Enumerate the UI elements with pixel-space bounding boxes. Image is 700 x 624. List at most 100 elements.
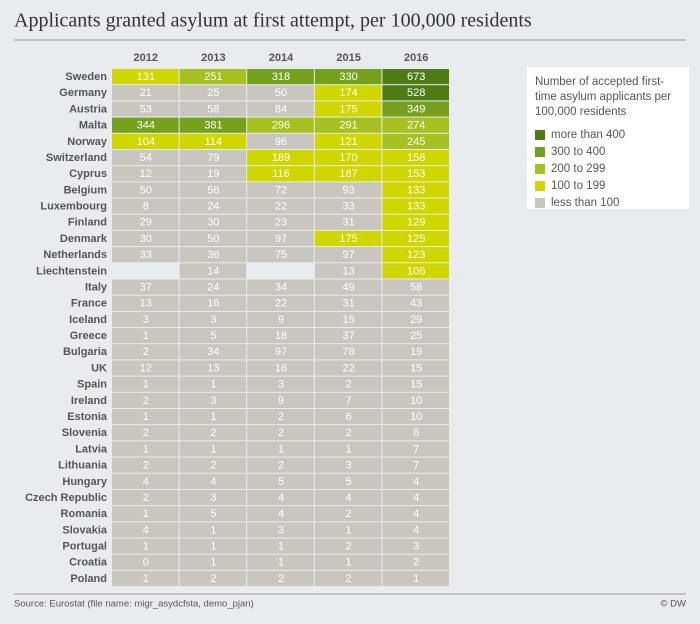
cell [314, 408, 382, 425]
cell-label: 2 [278, 460, 284, 472]
cell [112, 69, 179, 85]
cell [382, 570, 449, 587]
cell-label: 3 [210, 492, 216, 504]
cell-label: 133 [407, 201, 425, 213]
cell-label: 3 [143, 314, 149, 326]
cell [247, 522, 314, 538]
cell [382, 182, 449, 198]
cell-label: 5 [210, 330, 216, 342]
cell [314, 570, 382, 587]
cell [112, 457, 179, 473]
cell [314, 328, 382, 344]
cell [179, 149, 247, 166]
cell [179, 117, 247, 133]
cell [247, 457, 314, 473]
cell [314, 101, 382, 117]
cell [112, 230, 179, 247]
cell [179, 344, 247, 360]
cell [247, 214, 314, 230]
cell-label: 30 [140, 233, 152, 245]
cell-label: 5 [346, 476, 352, 488]
cell [314, 538, 382, 554]
cell [382, 149, 449, 166]
cell [179, 101, 247, 117]
cell [179, 85, 247, 101]
cell-label: 33 [342, 201, 354, 213]
cell [382, 85, 449, 101]
row-label: Switzerland [46, 152, 107, 164]
cell-label: 153 [407, 168, 425, 180]
cell [382, 506, 449, 522]
cell [247, 133, 314, 149]
legend-label: 300 to 400 [551, 145, 606, 158]
cell-label: 1 [346, 524, 352, 536]
cell-label: 251 [204, 71, 222, 83]
cell-label: 318 [272, 71, 290, 83]
cell-label: 2 [143, 460, 149, 472]
cell-label: 274 [407, 120, 425, 132]
cell [179, 279, 247, 295]
row-label: Czech Republic [25, 492, 107, 504]
cell [112, 570, 179, 587]
cell-label: 1 [210, 443, 216, 455]
cell [314, 133, 382, 149]
cell-label: 2 [143, 492, 149, 504]
cell [314, 214, 382, 230]
cell-label: 49 [342, 281, 354, 293]
cell-label: 2 [413, 557, 419, 569]
cell-label: 16 [207, 298, 219, 310]
cell-label: 3 [278, 524, 284, 536]
cell [382, 489, 449, 506]
cell-label: 5 [278, 476, 284, 488]
cell [179, 473, 247, 489]
cell-label: 21 [140, 87, 152, 99]
legend-title: Number of accepted first-time asylum app… [535, 76, 672, 118]
cell-label: 2 [210, 460, 216, 472]
cell-label: 4 [143, 524, 149, 536]
cell-label: 15 [342, 314, 354, 326]
cell-label: 8 [143, 201, 149, 213]
legend-swatch [535, 129, 545, 140]
cell [247, 408, 314, 425]
cell [382, 457, 449, 473]
cell [382, 247, 449, 263]
cell-label: 2 [210, 427, 216, 439]
legend-swatch [535, 163, 545, 174]
cell-label: 78 [342, 346, 354, 358]
cell-label: 174 [339, 87, 357, 99]
cell [314, 230, 382, 247]
cell [314, 473, 382, 489]
cell-label: 34 [207, 346, 219, 358]
cell [112, 344, 179, 360]
cell [179, 441, 247, 457]
cell-label: 1 [278, 541, 284, 553]
cell-label: 4 [413, 524, 419, 536]
cell [112, 295, 179, 311]
cell-label: 116 [272, 168, 290, 180]
row-label: Norway [67, 136, 108, 148]
cell-label: 34 [275, 281, 287, 293]
cell-label: 4 [413, 508, 419, 520]
cell-label: 1 [413, 573, 419, 585]
cell [314, 85, 382, 101]
cell [247, 85, 314, 101]
cell [247, 344, 314, 360]
row-label: Croatia [69, 557, 108, 569]
legend-label: more than 400 [551, 128, 626, 141]
cell-label: 2 [346, 541, 352, 553]
cell [382, 295, 449, 311]
cell-label: 19 [410, 346, 422, 358]
cell [314, 279, 382, 295]
cell [314, 376, 382, 392]
cell-label: 114 [205, 136, 223, 148]
cell [314, 263, 382, 279]
cell-label: 2 [143, 427, 149, 439]
cell [112, 166, 179, 182]
legend-item: 200 to 299 [535, 160, 681, 177]
cell-label: 14 [207, 265, 219, 277]
legend-item: less than 100 [535, 194, 681, 211]
cell-label: 1 [143, 541, 149, 553]
cell-label: 4 [210, 476, 216, 488]
cell-label: 19 [207, 168, 219, 180]
cell [314, 69, 382, 85]
